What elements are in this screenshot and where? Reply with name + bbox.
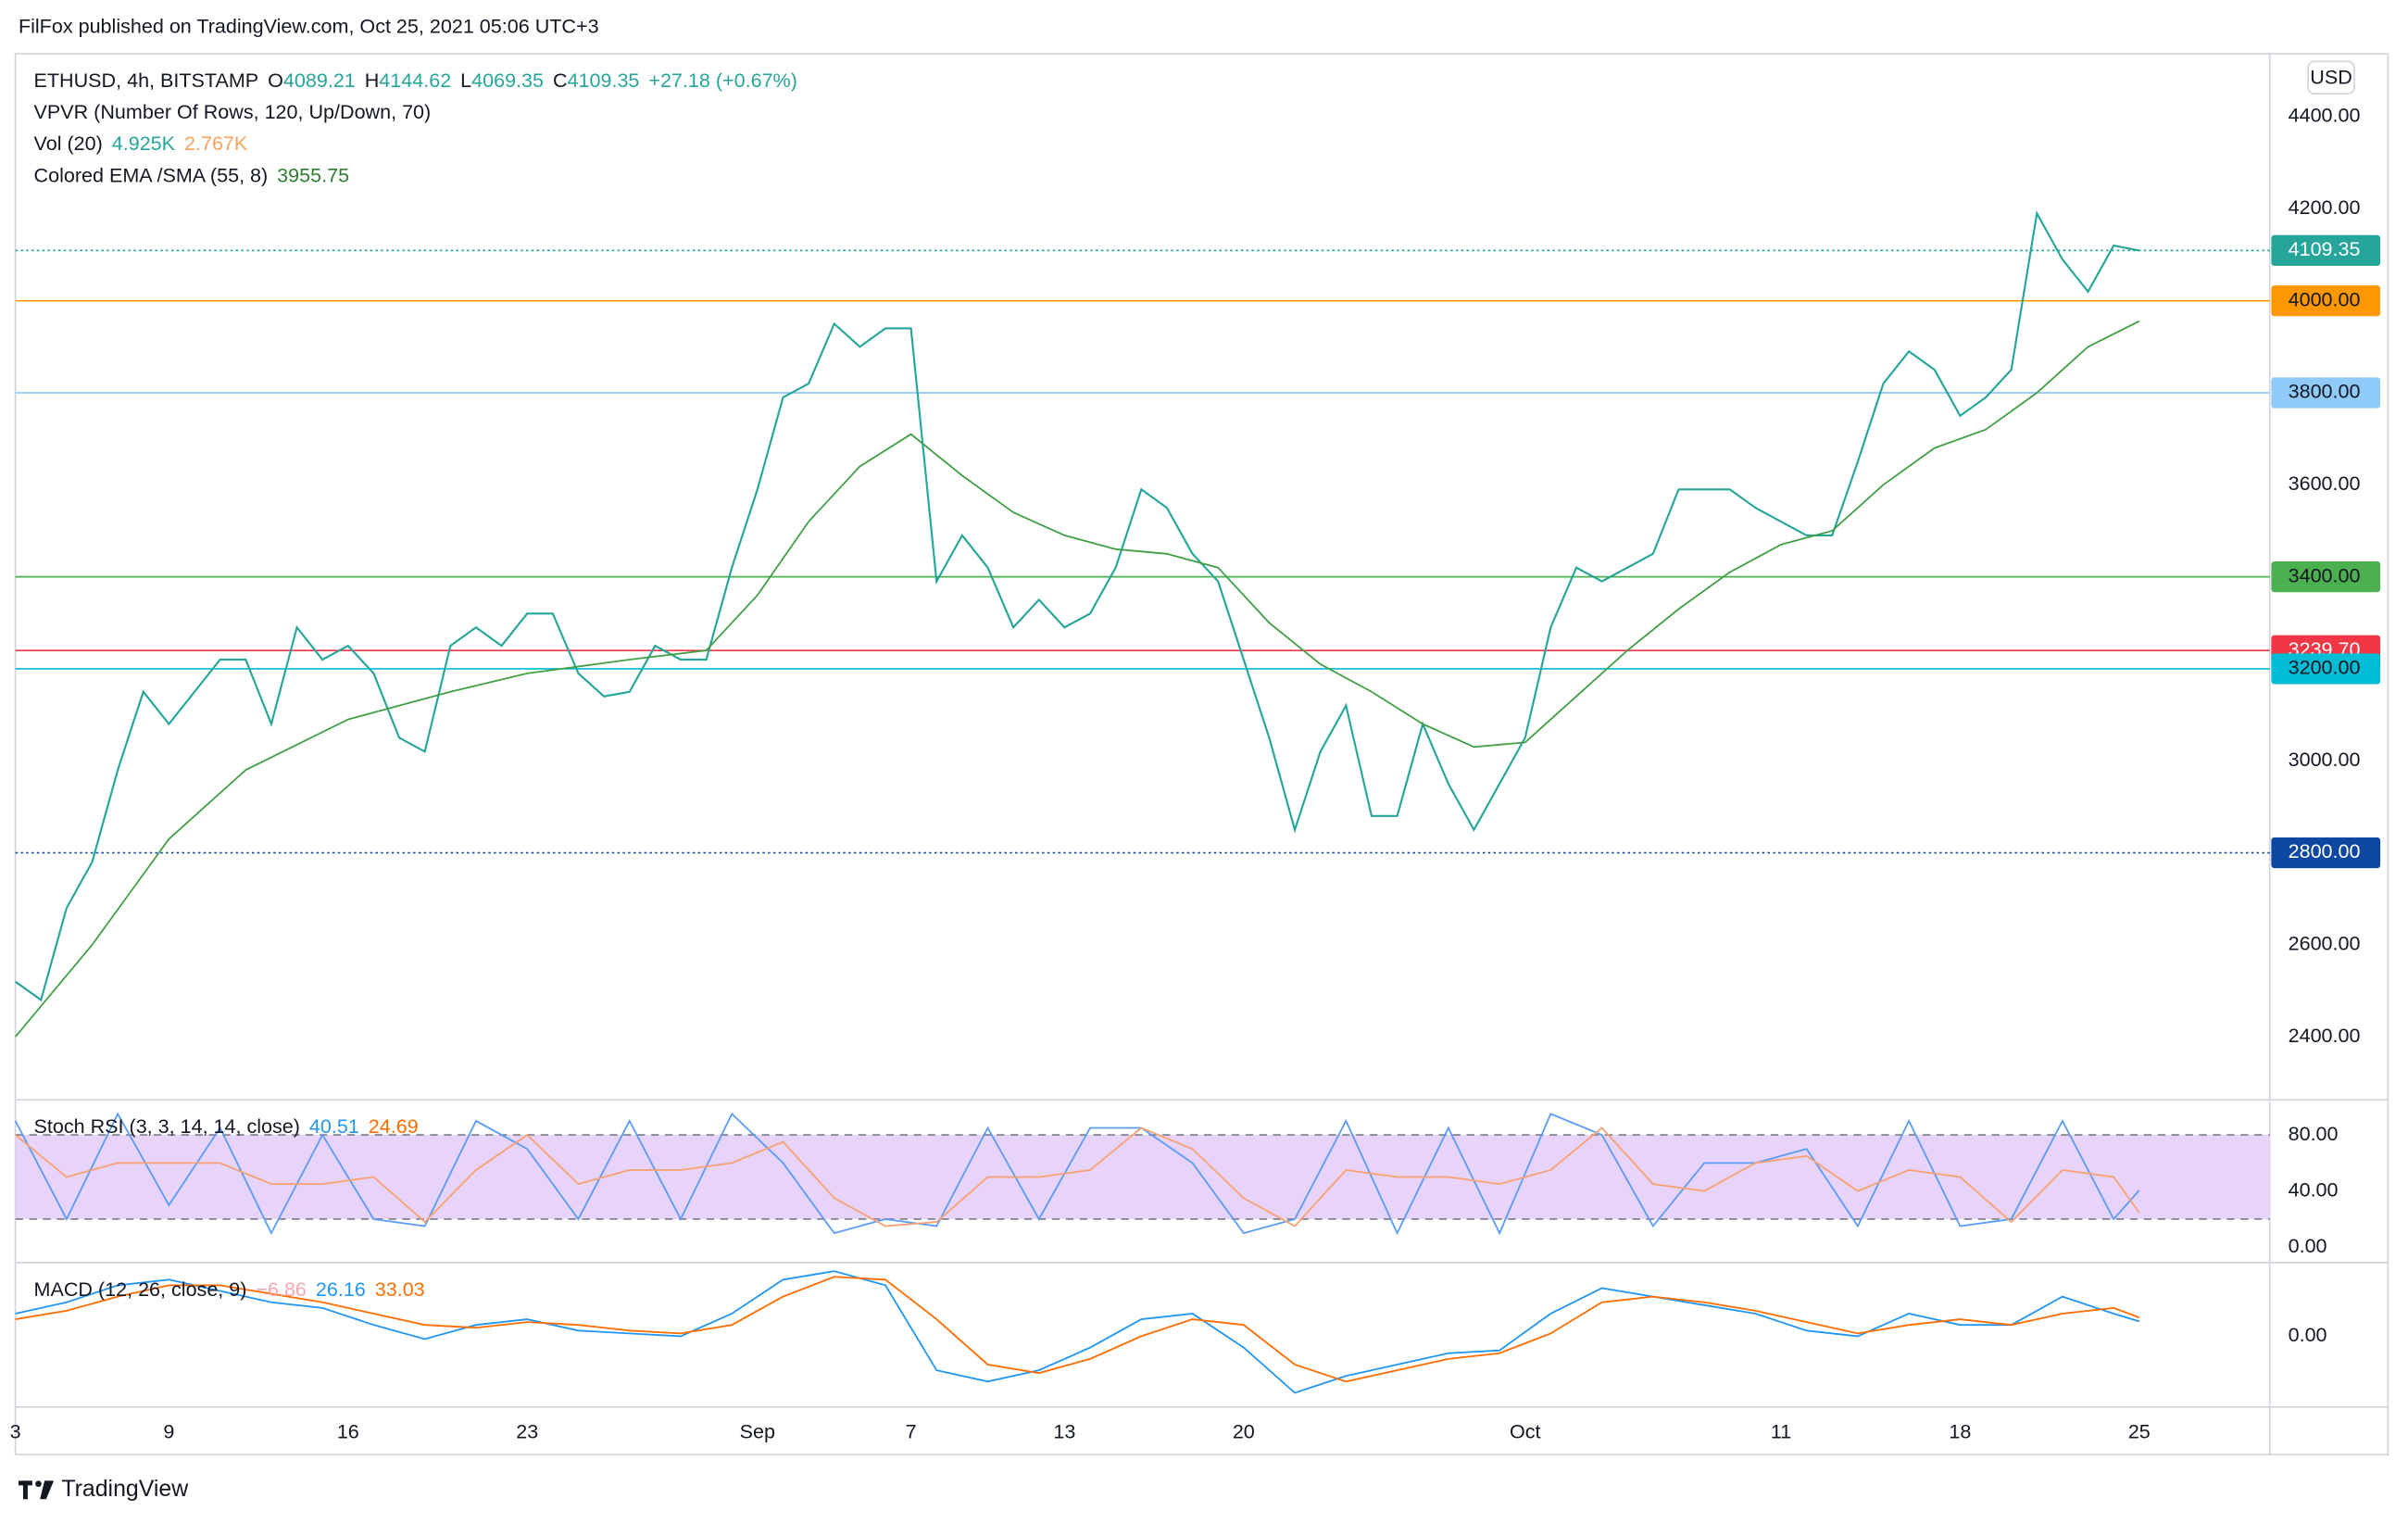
- legend-text: 26.16: [316, 1277, 366, 1300]
- y-tick-label: 4200.00: [2289, 195, 2361, 219]
- y-tick-label: 3600.00: [2289, 472, 2361, 495]
- legend-text: 4.925K: [112, 132, 176, 155]
- logo-part: [40, 1480, 55, 1500]
- legend-text: VPVR (Number Of Rows, 120, Up/Down, 70): [34, 100, 432, 123]
- x-tick-label: 23: [516, 1420, 538, 1443]
- legend-text: 4069.35: [471, 69, 544, 92]
- price-level-label: 3800.00: [2289, 380, 2361, 403]
- y-tick-label: 3000.00: [2289, 748, 2361, 771]
- legend-line: Colored EMA /SMA (55, 8) 3955.75: [34, 163, 350, 186]
- legend-text: 3955.75: [277, 163, 349, 186]
- price-level-tag: [2271, 234, 2381, 266]
- chart-frame: [14, 53, 2389, 1456]
- x-tick-label: Sep: [740, 1420, 775, 1443]
- legend-text: ETHUSD, 4h, BITSTAMP: [34, 69, 259, 92]
- legend-text: 40.51: [309, 1114, 359, 1138]
- price-level-label: 4109.35: [2289, 237, 2361, 260]
- y-tick-label: 2400.00: [2289, 1024, 2361, 1047]
- price-level-tag: [2271, 285, 2381, 317]
- series-line: [15, 210, 2140, 1002]
- legend-text: MACD (12, 26, close, 9): [34, 1277, 247, 1300]
- x-tick-label: 13: [1053, 1420, 1075, 1443]
- y-tick-label: 2600.00: [2289, 932, 2361, 955]
- legend-text: C: [553, 69, 568, 92]
- legend-line: Vol (20) 4.925K 2.767K: [34, 132, 248, 155]
- legend-text: Colored EMA /SMA (55, 8): [34, 163, 269, 186]
- x-tick-label: 3: [10, 1420, 21, 1443]
- legend-text: 4089.21: [283, 69, 356, 92]
- y-tick-label: 80.00: [2289, 1122, 2339, 1145]
- series-line: [15, 1270, 2140, 1394]
- y-tick-label: 4400.00: [2289, 104, 2361, 127]
- legend-text: Stoch RSI (3, 3, 14, 14, close): [34, 1114, 300, 1138]
- brand-logo: [18, 1480, 55, 1500]
- legend-text: H: [365, 69, 380, 92]
- x-tick-label: 11: [1771, 1420, 1791, 1443]
- y-tick-label: 0.00: [2289, 1323, 2327, 1346]
- legend-text: 33.03: [375, 1277, 425, 1300]
- price-level-tag: [2271, 653, 2381, 685]
- legend-text: Vol (20): [34, 132, 103, 155]
- series-line: [14, 320, 2140, 1038]
- x-tick-label: 18: [1949, 1420, 1971, 1443]
- series-line: [14, 1112, 2140, 1236]
- price-level-label: 2800.00: [2289, 839, 2361, 862]
- brand: TradingView: [61, 1476, 189, 1502]
- legend-text: 4144.62: [379, 69, 451, 92]
- x-tick-label: 9: [163, 1420, 174, 1443]
- series-line: [15, 1127, 2140, 1227]
- price-level-tag: [2271, 837, 2381, 869]
- x-tick-label: 25: [2128, 1420, 2151, 1443]
- publisher: FilFox published on TradingView.com, Oct…: [19, 15, 599, 38]
- x-tick-label: 7: [906, 1420, 917, 1443]
- price-level-tag: [2271, 561, 2381, 593]
- currency-label[interactable]: USD: [2310, 65, 2352, 88]
- legend-line: MACD (12, 26, close, 9) −6.86 26.16 33.03: [34, 1277, 425, 1300]
- x-tick-label: 16: [337, 1420, 359, 1443]
- currency-button[interactable]: [2307, 60, 2355, 94]
- y-tick-label: 40.00: [2289, 1177, 2339, 1201]
- legend-line: VPVR (Number Of Rows, 120, Up/Down, 70): [34, 100, 432, 123]
- logo-part: [35, 1480, 42, 1488]
- logo-part: [22, 1480, 28, 1500]
- y-tick-label: 0.00: [2289, 1234, 2327, 1257]
- legend-text: +27.18 (+0.67%): [648, 69, 797, 92]
- price-level-tag: [2271, 377, 2381, 409]
- legend-text: −6.86: [256, 1277, 307, 1300]
- price-level-label: 4000.00: [2289, 287, 2361, 310]
- series-line: [15, 1276, 2140, 1383]
- stoch-band: [15, 1135, 2270, 1219]
- legend-text: L: [460, 69, 471, 92]
- price-level-label: 3400.00: [2289, 563, 2361, 586]
- x-tick-label: Oct: [1510, 1420, 1541, 1443]
- legend-line: Stoch RSI (3, 3, 14, 14, close) 40.51 24.6…: [34, 1114, 419, 1138]
- legend-text: O: [268, 69, 283, 92]
- price-level-label: 3200.00: [2289, 656, 2361, 679]
- legend-text: 2.767K: [184, 132, 248, 155]
- legend-text: 24.69: [369, 1114, 419, 1138]
- legend-line: ETHUSD, 4h, BITSTAMP O4089.21 H4144.62 L406…: [34, 69, 797, 92]
- x-tick-label: 20: [1233, 1420, 1255, 1443]
- legend-text: 4109.35: [568, 69, 640, 92]
